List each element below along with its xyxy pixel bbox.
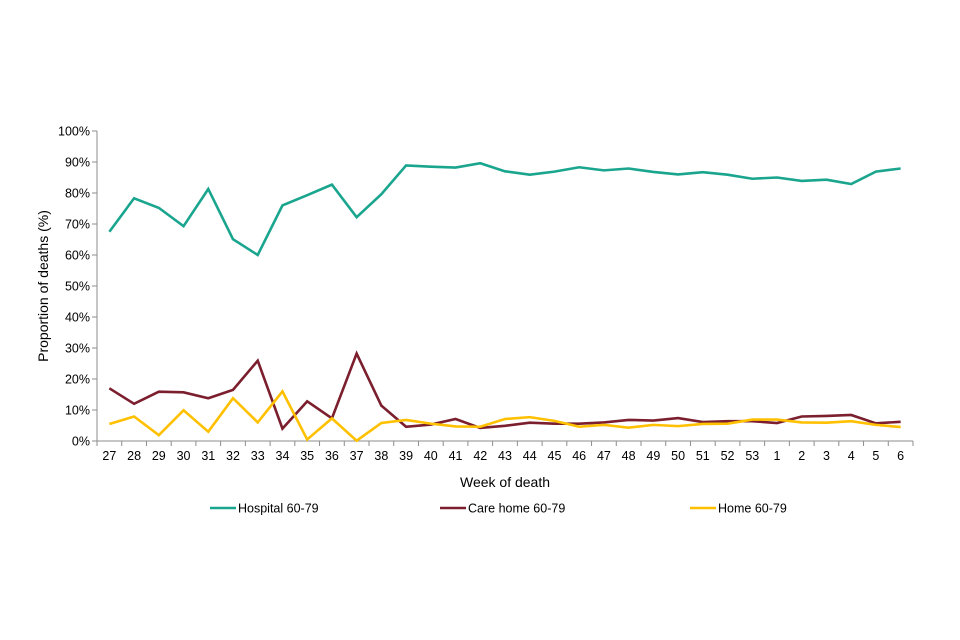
y-axis-title: Proportion of deaths (%) — [35, 210, 51, 362]
x-tick-label: 37 — [350, 449, 364, 463]
y-tick-label: 60% — [65, 249, 90, 263]
x-tick-label: 52 — [721, 449, 735, 463]
x-tick-label: 51 — [696, 449, 710, 463]
x-tick-label: 1 — [774, 449, 781, 463]
x-tick-label: 41 — [449, 449, 463, 463]
x-tick-label: 34 — [276, 449, 290, 463]
y-tick-label: 80% — [65, 187, 90, 201]
x-tick-label: 53 — [745, 449, 759, 463]
x-axis-ticks: 27 28 29 30 31 32 33 34 35 36 37 38 39 40 41 42 43 44 45 46… — [96, 441, 914, 463]
y-tick-label: 30% — [65, 342, 90, 356]
legend-label-hospital-60-79: Hospital 60-79 — [238, 502, 319, 516]
y-tick-label: 90% — [65, 156, 90, 170]
y-axis-ticks: 0% 10% 20% 30% 40% 50% 60% 70% 80% 90% 100% — [58, 125, 97, 449]
x-tick-label: 49 — [646, 449, 660, 463]
x-tick-label: 6 — [897, 449, 904, 463]
series-line-home-60-79 — [108, 389, 901, 443]
x-tick-label: 43 — [498, 449, 512, 463]
x-tick-label: 4 — [848, 449, 855, 463]
x-tick-label: 35 — [300, 449, 314, 463]
x-tick-label: 29 — [152, 449, 166, 463]
x-tick-label: 3 — [823, 449, 830, 463]
y-tick-label: 10% — [65, 404, 90, 418]
x-tick-label: 31 — [201, 449, 215, 463]
x-tick-label: 48 — [622, 449, 636, 463]
x-tick-label: 40 — [424, 449, 438, 463]
y-tick-label: 70% — [65, 218, 90, 232]
x-tick-label: 44 — [523, 449, 537, 463]
x-tick-label: 32 — [226, 449, 240, 463]
x-tick-label: 50 — [671, 449, 685, 463]
series-line-care-home-60-79 — [108, 350, 901, 432]
series-lines — [108, 161, 901, 443]
x-tick-label: 38 — [374, 449, 388, 463]
legend: Hospital 60-79 Care home 60-79 Home 60-79 — [210, 502, 787, 516]
x-tick-label: 46 — [572, 449, 586, 463]
x-tick-label: 2 — [798, 449, 805, 463]
x-tick-label: 47 — [597, 449, 611, 463]
x-tick-label: 27 — [102, 449, 116, 463]
x-tick-label: 30 — [177, 449, 191, 463]
x-tick-label: 33 — [251, 449, 265, 463]
y-tick-label: 20% — [65, 373, 90, 387]
x-tick-label: 36 — [325, 449, 339, 463]
y-tick-label: 100% — [58, 125, 90, 139]
x-tick-label: 45 — [548, 449, 562, 463]
legend-label-care-home-60-79: Care home 60-79 — [468, 502, 565, 516]
y-tick-label: 0% — [72, 435, 90, 449]
y-tick-label: 40% — [65, 311, 90, 325]
x-tick-label: 5 — [872, 449, 879, 463]
x-tick-label: 28 — [127, 449, 141, 463]
x-tick-label: 39 — [399, 449, 413, 463]
series-line-hospital-60-79 — [108, 161, 901, 257]
legend-label-home-60-79: Home 60-79 — [718, 502, 787, 516]
x-tick-label: 42 — [473, 449, 487, 463]
x-axis-title: Week of death — [460, 474, 550, 490]
y-tick-label: 50% — [65, 280, 90, 294]
